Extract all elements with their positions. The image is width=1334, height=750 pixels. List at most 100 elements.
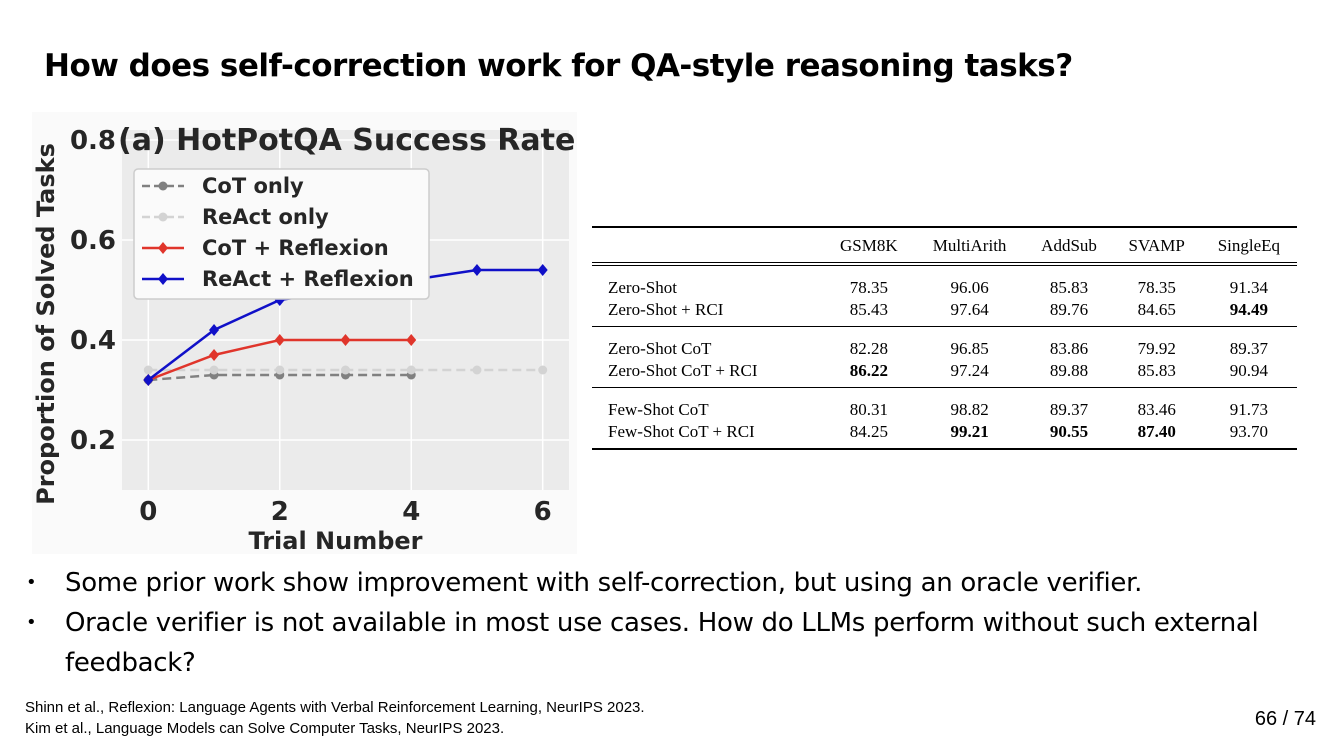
column-header: MultiArith bbox=[913, 227, 1026, 266]
table-cell: 89.88 bbox=[1049, 361, 1089, 380]
table-cell: 89.37 bbox=[1049, 400, 1089, 419]
table-cell: 86.22 bbox=[849, 361, 888, 380]
data-point bbox=[472, 365, 482, 375]
data-point bbox=[143, 365, 153, 375]
bullet-item: • Oracle verifier is not available in mos… bbox=[26, 603, 1306, 683]
table-cell: 84.25 bbox=[849, 422, 888, 441]
table-head: GSM8K MultiArith AddSub SVAMP SingleEq bbox=[592, 227, 1297, 266]
table-cell: 99.21 bbox=[950, 422, 989, 441]
row-label: Zero-Shot bbox=[608, 278, 677, 297]
table-cell: 96.06 bbox=[950, 278, 989, 297]
y-tick-label: 0.8 bbox=[70, 126, 116, 156]
table-cell: 90.94 bbox=[1229, 361, 1268, 380]
data-point bbox=[471, 264, 482, 276]
data-point bbox=[406, 334, 417, 346]
page-number: 66 / 74 bbox=[1254, 708, 1316, 730]
row-label: Few-Shot CoT bbox=[608, 400, 709, 419]
data-point bbox=[537, 264, 548, 276]
table-group: Few-Shot CoT 80.31 98.82 89.37 83.46 91.73 Few… bbox=[592, 388, 1297, 449]
data-point bbox=[143, 374, 154, 386]
chart-title: (a) HotPotQA Success Rate bbox=[118, 123, 575, 158]
x-axis-label: Trial Number bbox=[248, 527, 422, 554]
bullet-dot: • bbox=[26, 572, 37, 593]
data-point bbox=[274, 334, 285, 346]
table-cell: 83.86 bbox=[1049, 339, 1089, 358]
data-point bbox=[538, 365, 548, 375]
hotpotqa-chart-svg: 0 2 4 6 0.2 0.4 0.6 0.8 Trial Number Proportion o… bbox=[32, 123, 575, 554]
table-cell: 85.83 bbox=[1049, 278, 1089, 297]
data-point bbox=[406, 365, 416, 375]
y-tick-label: 0.6 bbox=[70, 226, 116, 256]
y-tick-label: 0.4 bbox=[70, 326, 116, 356]
y-tick-label: 0.2 bbox=[70, 426, 116, 456]
column-header: SVAMP bbox=[1112, 227, 1201, 266]
column-header: GSM8K bbox=[823, 227, 914, 266]
legend-marker bbox=[158, 181, 168, 191]
data-point bbox=[341, 365, 350, 375]
bullet-text: Some prior work show improvement with se… bbox=[65, 568, 1143, 598]
table-cell: 96.85 bbox=[950, 339, 989, 358]
data-point bbox=[275, 365, 285, 375]
hotpotqa-chart: 0 2 4 6 0.2 0.4 0.6 0.8 Trial Number Proportion o… bbox=[32, 112, 577, 554]
legend-marker bbox=[158, 273, 168, 285]
bullet-item: • Some prior work show improvement with s… bbox=[26, 563, 1306, 603]
table-row: Few-Shot CoT + RCI 84.25 99.21 90.55 87.40 93… bbox=[592, 421, 1297, 449]
table-cell: 91.34 bbox=[1229, 278, 1268, 297]
x-tick-label: 2 bbox=[271, 497, 289, 527]
table-cell: 97.64 bbox=[950, 300, 989, 319]
legend-label: CoT + Reflexion bbox=[202, 236, 389, 260]
legend-marker bbox=[158, 242, 168, 254]
column-header bbox=[592, 227, 824, 266]
table-header-row: GSM8K MultiArith AddSub SVAMP SingleEq bbox=[592, 227, 1297, 266]
legend-label: ReAct + Reflexion bbox=[202, 267, 414, 291]
table-group: Zero-Shot CoT 82.28 96.85 83.86 79.92 89.37 Ze… bbox=[592, 327, 1297, 388]
table-cell: 78.35 bbox=[1137, 278, 1176, 297]
column-header: SingleEq bbox=[1200, 227, 1297, 266]
table-cell: 98.82 bbox=[950, 400, 989, 419]
row-label: Few-Shot CoT + RCI bbox=[608, 422, 755, 441]
data-point bbox=[340, 334, 351, 346]
row-label: Zero-Shot CoT + RCI bbox=[608, 361, 758, 380]
data-point bbox=[209, 349, 220, 361]
table-cell: 83.46 bbox=[1137, 400, 1176, 419]
bullet-text: Oracle verifier is not available in most… bbox=[65, 608, 1259, 678]
table-cell: 93.70 bbox=[1229, 422, 1268, 441]
y-axis-label: Proportion of Solved Tasks bbox=[32, 143, 60, 505]
table-row: Few-Shot CoT 80.31 98.82 89.37 83.46 91.73 bbox=[592, 388, 1297, 422]
column-header: AddSub bbox=[1025, 227, 1113, 266]
data-point bbox=[209, 365, 219, 375]
bullet-dot: • bbox=[26, 612, 37, 633]
row-label: Zero-Shot CoT bbox=[608, 339, 712, 358]
table-cell: 85.43 bbox=[849, 300, 888, 319]
table-row: Zero-Shot + RCI 85.43 97.64 89.76 84.65 94.49 bbox=[592, 299, 1297, 327]
table-cell: 79.92 bbox=[1137, 339, 1176, 358]
table-cell: 84.65 bbox=[1137, 300, 1176, 319]
table-row: Zero-Shot CoT + RCI 86.22 97.24 89.88 85.83 9… bbox=[592, 360, 1297, 388]
x-tick-label: 6 bbox=[534, 497, 552, 527]
slide-title: How does self-correction work for QA-sty… bbox=[44, 48, 1073, 84]
table-row: Zero-Shot CoT 82.28 96.85 83.86 79.92 89.37 bbox=[592, 327, 1297, 361]
data-point bbox=[209, 324, 220, 336]
table-cell: 89.76 bbox=[1049, 300, 1089, 319]
table-cell: 91.73 bbox=[1229, 400, 1268, 419]
table-cell: 82.28 bbox=[849, 339, 888, 358]
table-cell: 87.40 bbox=[1137, 422, 1176, 441]
table-row: Zero-Shot 78.35 96.06 85.83 78.35 91.34 bbox=[592, 264, 1297, 299]
references: Shinn et al., Reflexion: Language Agents… bbox=[25, 697, 645, 739]
table-group: Zero-Shot 78.35 96.06 85.83 78.35 91.34 Zero-S… bbox=[592, 264, 1297, 327]
table-cell: 85.83 bbox=[1137, 361, 1176, 380]
bullet-list: • Some prior work show improvement with s… bbox=[26, 563, 1306, 683]
reference-item: Kim et al., Language Models can Solve Co… bbox=[25, 720, 505, 737]
legend-label: CoT only bbox=[202, 174, 304, 198]
reference-item: Shinn et al., Reflexion: Language Agents… bbox=[25, 699, 645, 716]
table-cell: 78.35 bbox=[849, 278, 888, 297]
legend-label: ReAct only bbox=[202, 205, 329, 229]
legend-marker bbox=[158, 212, 168, 222]
rci-results-table: GSM8K MultiArith AddSub SVAMP SingleEq Zero-S… bbox=[592, 226, 1297, 450]
x-tick-label: 0 bbox=[139, 497, 157, 527]
table-cell: 90.55 bbox=[1049, 422, 1089, 441]
legend-box bbox=[133, 168, 430, 300]
table-cell: 89.37 bbox=[1229, 339, 1268, 358]
table-cell: 97.24 bbox=[950, 361, 989, 380]
x-tick-label: 4 bbox=[402, 497, 420, 527]
